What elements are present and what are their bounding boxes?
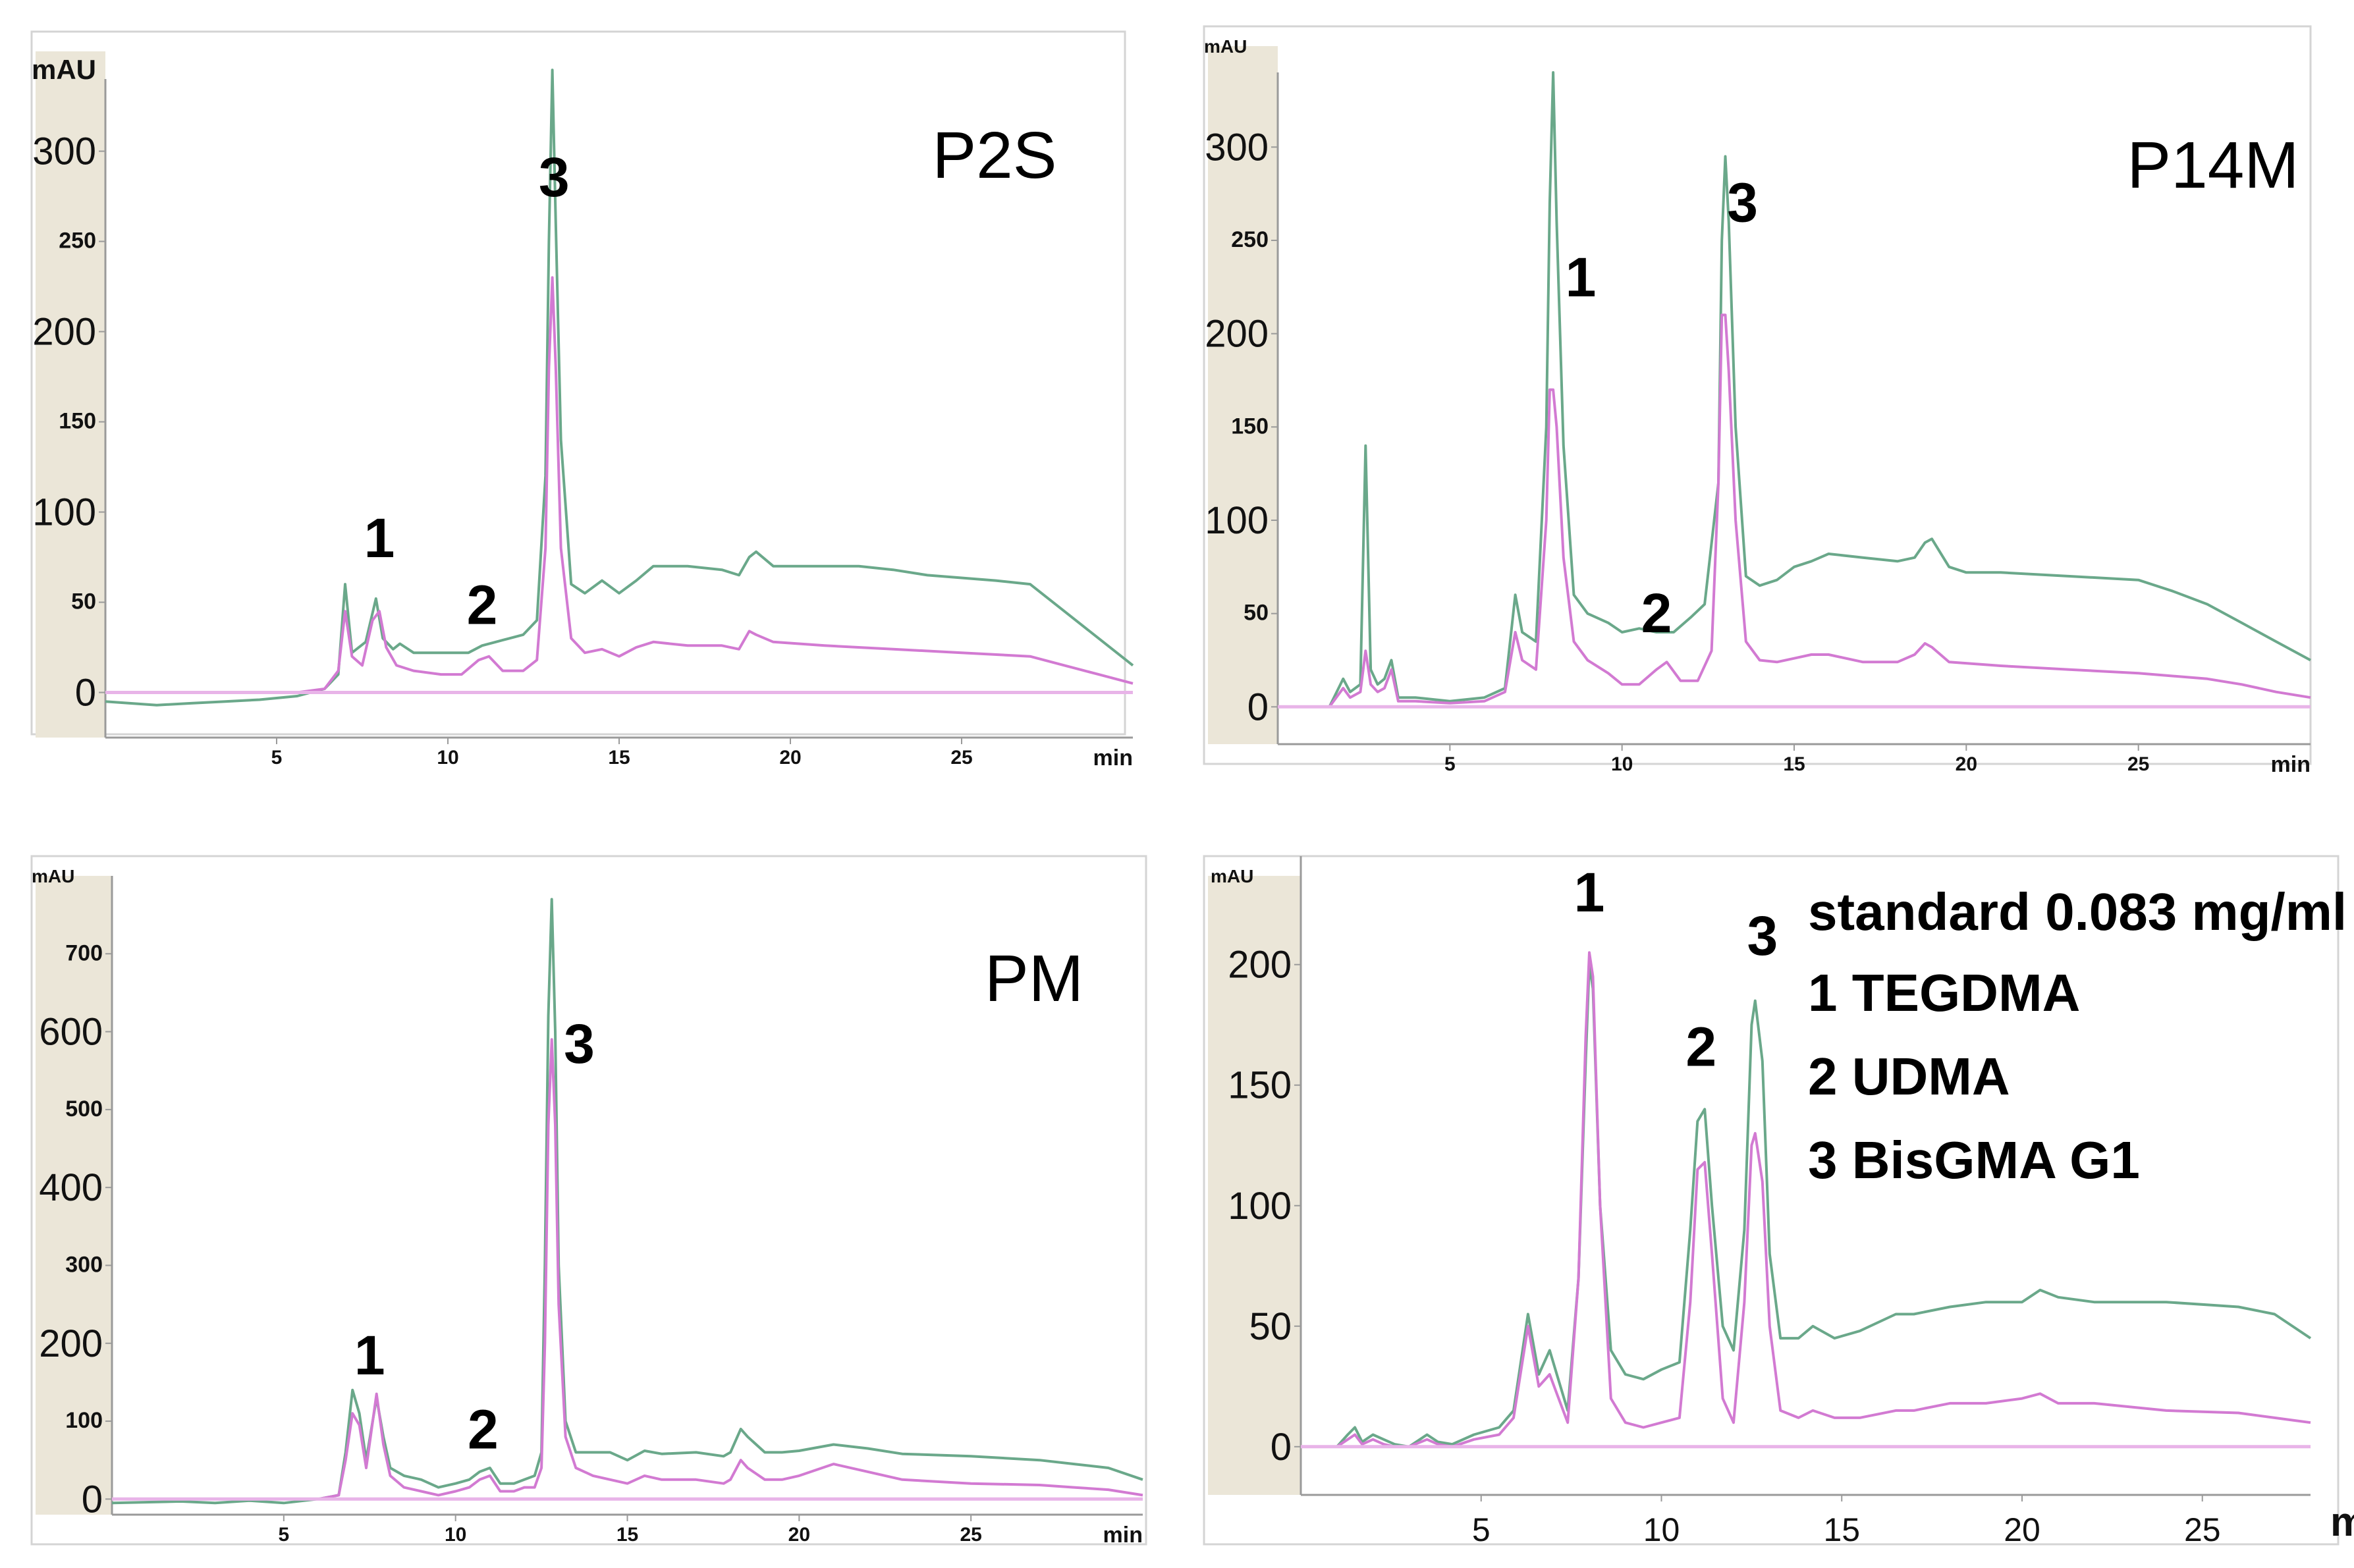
series-line-1 — [1301, 963, 2312, 1448]
y-tick-label: 100 — [1228, 1185, 1292, 1228]
y-axis-unit-label: mAU — [1211, 866, 1253, 886]
y-tick-label: 200 — [1205, 313, 1269, 356]
x-tick-label: 20 — [1956, 753, 1977, 775]
y-tick-label: 500 — [65, 1096, 103, 1122]
peak-label-1: 1 — [354, 1324, 385, 1386]
x-tick-label: 15 — [1783, 753, 1805, 775]
x-tick-label: 5 — [1472, 1511, 1491, 1548]
y-axis-label-strip — [36, 876, 112, 1515]
y-tick-label: 0 — [82, 1478, 103, 1521]
y-tick-label: 50 — [71, 589, 96, 614]
x-tick-label: 25 — [2184, 1511, 2221, 1548]
panel-frame — [1203, 25, 2312, 765]
peak-label-1: 1 — [364, 507, 395, 569]
x-axis-unit-label: min — [1093, 745, 1133, 770]
series-line-2 — [105, 276, 1134, 694]
x-tick-label: 15 — [616, 1524, 638, 1546]
peak-label-2: 2 — [468, 1398, 499, 1460]
panel-frame — [30, 30, 1126, 736]
legend-entry: 3 BisGMA G1 — [1808, 1131, 2140, 1189]
x-tick-label: 20 — [779, 747, 801, 769]
y-axis-label-strip — [1208, 876, 1301, 1495]
x-tick-label: 25 — [2127, 753, 2149, 775]
chart-panel-p14m: mAU 0 50 100 150 200 250 300 5 10 15 20 25 min 1 2 3 P14M — [1203, 25, 2312, 777]
y-tick-label: 100 — [1205, 499, 1269, 542]
y-tick-label: 700 — [65, 940, 103, 965]
peak-label-1: 1 — [1574, 861, 1605, 923]
x-axis-unit-label: min — [2330, 1500, 2354, 1545]
x-tick-label: 5 — [278, 1524, 289, 1546]
peak-label-3: 3 — [539, 146, 570, 208]
y-tick-label: 150 — [59, 409, 96, 434]
chart-title: P14M — [2127, 128, 2299, 202]
x-tick-label: 5 — [1444, 753, 1456, 775]
y-tick-label: 300 — [32, 130, 96, 173]
y-axis-unit-label: mAU — [32, 54, 96, 85]
chart-panel-pm: mAU 0 100 200 300 400 500 600 700 5 10 15 20 25 min 1 2 3… — [30, 855, 1147, 1548]
series-line-1 — [1278, 71, 2311, 709]
chart-panel-standard: mAU 0 50 100 150 200 5 10 15 20 25 min 1 23 standard 0… — [1203, 855, 2354, 1548]
panel-frame — [1203, 855, 2340, 1546]
y-tick-label: 50 — [1244, 601, 1269, 626]
y-axis-unit-label: mAU — [1204, 36, 1247, 57]
series-line-2 — [1278, 313, 2311, 709]
y-tick-label: 200 — [32, 311, 96, 354]
y-tick-label: 400 — [39, 1166, 103, 1209]
y-tick-label: 150 — [1231, 414, 1269, 439]
y-tick-label: 100 — [65, 1408, 103, 1433]
series-line-2 — [1301, 951, 2311, 1448]
x-tick-label: 10 — [1643, 1511, 1680, 1548]
peak-label-2: 2 — [1685, 1015, 1716, 1077]
y-tick-label: 300 — [65, 1252, 103, 1277]
peak-label-2: 2 — [1641, 582, 1672, 644]
y-tick-label: 50 — [1249, 1305, 1292, 1348]
x-tick-label: 5 — [271, 747, 283, 769]
peak-label-3: 3 — [1727, 172, 1758, 234]
x-axis-unit-label: min — [1103, 1523, 1143, 1548]
y-tick-label: 200 — [1228, 944, 1292, 987]
y-axis-unit-label: mAU — [32, 866, 74, 886]
x-tick-label: 25 — [950, 747, 972, 769]
chart-title: standard 0.083 mg/ml — [1808, 882, 2347, 941]
chart-panel-p2s: mAU 0 50 100 150 200 250 300 5 10 15 20 25 min 1 2 3 P2S — [30, 30, 1134, 770]
x-tick-label: 20 — [2004, 1511, 2040, 1548]
x-tick-label: 10 — [445, 1524, 466, 1546]
peak-label-2: 2 — [467, 574, 498, 635]
legend-entry: 1 TEGDMA — [1808, 963, 2080, 1022]
y-tick-label: 600 — [39, 1011, 103, 1054]
y-tick-label: 300 — [1205, 126, 1269, 169]
y-tick-label: 250 — [59, 229, 96, 254]
y-tick-label: 200 — [39, 1322, 103, 1365]
series-line-1 — [111, 898, 1143, 1505]
x-tick-label: 20 — [788, 1524, 810, 1546]
legend-entry: 2 UDMA — [1808, 1047, 2010, 1106]
x-tick-label: 15 — [608, 747, 630, 769]
series-line-2 — [112, 1038, 1143, 1501]
y-tick-label: 0 — [75, 672, 96, 715]
series-line-1 — [105, 68, 1134, 707]
x-tick-label: 10 — [1611, 753, 1633, 775]
panel-frame — [30, 855, 1147, 1546]
chart-title: PM — [985, 942, 1083, 1015]
x-tick-label: 10 — [437, 747, 458, 769]
x-tick-label: 15 — [1823, 1511, 1860, 1548]
y-axis-label-strip — [36, 51, 105, 738]
y-tick-label: 0 — [1247, 686, 1269, 728]
y-tick-label: 250 — [1231, 227, 1269, 252]
x-axis-unit-label: min — [2271, 752, 2311, 777]
y-axis-label-strip — [1208, 46, 1278, 744]
peak-label-3: 3 — [1747, 905, 1778, 967]
peak-label-3: 3 — [564, 1013, 595, 1075]
peak-label-1: 1 — [1566, 246, 1597, 308]
y-tick-label: 100 — [32, 491, 96, 534]
y-tick-label: 150 — [1228, 1064, 1292, 1107]
chart-title: P2S — [932, 119, 1056, 192]
y-tick-label: 0 — [1271, 1426, 1292, 1469]
x-tick-label: 25 — [960, 1524, 981, 1546]
